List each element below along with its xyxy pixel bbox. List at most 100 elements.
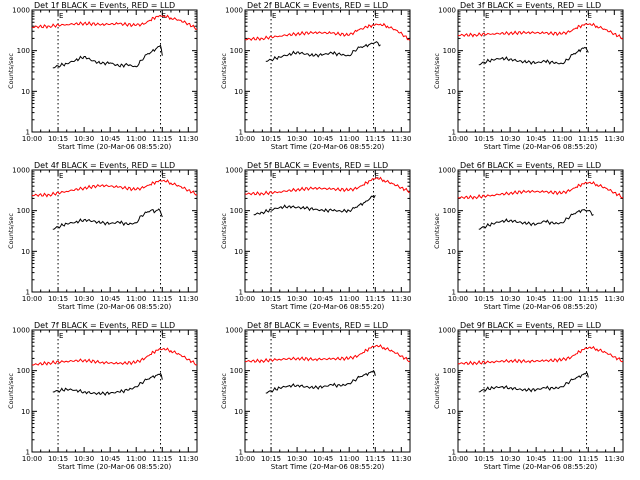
flag-letter: E bbox=[485, 332, 489, 340]
chart-panel-8: Det 8f BLACK = Events, RED = LLD 1 10 100 10… bbox=[220, 321, 411, 471]
x-tick-label: 10:45 bbox=[100, 295, 120, 303]
x-axis-label: Start Time (20-Mar-06 08:55:20) bbox=[271, 303, 385, 311]
x-tick-label: 10:45 bbox=[313, 135, 333, 143]
y-tick-label: 100 bbox=[17, 47, 30, 55]
x-tick-label: 11:00 bbox=[126, 135, 146, 143]
events-series-line bbox=[478, 46, 589, 66]
x-tick-label: 10:45 bbox=[526, 135, 546, 143]
y-axis-label: Counts/sec bbox=[7, 213, 15, 249]
flag-letter: E bbox=[588, 12, 592, 20]
x-tick-label: 10:45 bbox=[313, 455, 333, 463]
x-tick-label: 10:00 bbox=[22, 295, 42, 303]
y-tick-label: 100 bbox=[443, 207, 456, 215]
x-tick-label: 11:00 bbox=[339, 295, 359, 303]
events-series-line bbox=[52, 372, 163, 397]
y-tick-label: 100 bbox=[443, 367, 456, 375]
x-tick-label: 11:15 bbox=[365, 135, 385, 143]
lld-series-line bbox=[457, 180, 624, 200]
x-tick-label: 10:00 bbox=[448, 455, 468, 463]
x-tick-label: 11:00 bbox=[126, 455, 146, 463]
y-tick-label: 1 bbox=[452, 289, 456, 297]
x-tick-label: 10:30 bbox=[500, 455, 520, 463]
x-tick-label: 11:15 bbox=[578, 455, 598, 463]
y-tick-label: 10 bbox=[21, 88, 30, 96]
chart-panel-3: Det 3f BLACK = Events, RED = LLD 1 10 100 10… bbox=[433, 1, 624, 151]
x-tick-label: 11:00 bbox=[339, 455, 359, 463]
y-tick-label: 100 bbox=[230, 47, 243, 55]
lld-series-line bbox=[31, 14, 198, 30]
x-tick-label: 11:30 bbox=[604, 455, 624, 463]
x-tick-label: 10:15 bbox=[48, 295, 68, 303]
flag-letter: E bbox=[588, 332, 592, 340]
lld-series-line bbox=[457, 345, 624, 366]
x-tick-label: 10:45 bbox=[100, 455, 120, 463]
y-axis-label: Counts/sec bbox=[7, 373, 15, 409]
flag-letter: E bbox=[485, 172, 489, 180]
lld-series-line bbox=[457, 22, 624, 40]
events-series-line bbox=[265, 369, 376, 394]
x-tick-label: 10:30 bbox=[74, 455, 94, 463]
flag-letter: E bbox=[588, 172, 592, 180]
chart-title: Det 1f BLACK = Events, RED = LLD bbox=[34, 1, 175, 10]
y-tick-label: 1000 bbox=[225, 327, 243, 335]
x-tick-label: 11:30 bbox=[604, 295, 624, 303]
flag-letter: E bbox=[375, 12, 379, 20]
x-tick-label: 10:30 bbox=[500, 135, 520, 143]
chart-panel-7: Det 7f BLACK = Events, RED = LLD 1 10 100 10… bbox=[7, 321, 198, 471]
y-tick-label: 1000 bbox=[12, 327, 30, 335]
events-series-line bbox=[52, 44, 163, 69]
x-tick-label: 11:00 bbox=[126, 295, 146, 303]
x-tick-label: 10:45 bbox=[313, 295, 333, 303]
y-tick-label: 1 bbox=[239, 129, 243, 137]
plot-frame bbox=[31, 329, 198, 453]
x-tick-label: 11:00 bbox=[552, 455, 572, 463]
x-axis-label: Start Time (20-Mar-06 08:55:20) bbox=[484, 143, 598, 151]
chart-title: Det 8f BLACK = Events, RED = LLD bbox=[247, 321, 388, 330]
y-tick-label: 1000 bbox=[225, 7, 243, 15]
chart-panel-6: Det 6f BLACK = Events, RED = LLD 1 10 100 10… bbox=[433, 161, 624, 311]
y-tick-label: 100 bbox=[17, 367, 30, 375]
y-axis-label: Counts/sec bbox=[220, 213, 228, 249]
x-tick-label: 11:30 bbox=[391, 455, 411, 463]
x-axis-label: Start Time (20-Mar-06 08:55:20) bbox=[271, 143, 385, 151]
x-tick-label: 10:30 bbox=[74, 135, 94, 143]
y-tick-label: 10 bbox=[234, 88, 243, 96]
events-series-line bbox=[478, 209, 594, 230]
flag-letter: E bbox=[59, 172, 63, 180]
x-axis-label: Start Time (20-Mar-06 08:55:20) bbox=[58, 303, 172, 311]
plot-frame bbox=[457, 329, 624, 453]
plot-frame bbox=[457, 9, 624, 133]
y-tick-label: 1 bbox=[452, 449, 456, 457]
y-tick-label: 100 bbox=[230, 367, 243, 375]
x-tick-label: 11:00 bbox=[339, 135, 359, 143]
x-tick-label: 11:30 bbox=[178, 135, 198, 143]
lld-series-line bbox=[244, 22, 411, 42]
x-tick-label: 10:15 bbox=[474, 295, 494, 303]
x-axis-label: Start Time (20-Mar-06 08:55:20) bbox=[484, 463, 598, 471]
x-tick-label: 10:00 bbox=[235, 295, 255, 303]
plot-frame bbox=[244, 9, 411, 133]
chart-panel-2: Det 2f BLACK = Events, RED = LLD 1 10 100 10… bbox=[220, 1, 411, 151]
chart-title: Det 9f BLACK = Events, RED = LLD bbox=[460, 321, 601, 330]
x-tick-label: 10:15 bbox=[261, 295, 281, 303]
x-tick-label: 10:00 bbox=[22, 455, 42, 463]
x-tick-label: 11:30 bbox=[178, 295, 198, 303]
y-tick-label: 1000 bbox=[12, 7, 30, 15]
y-tick-label: 10 bbox=[21, 408, 30, 416]
y-tick-label: 1000 bbox=[12, 167, 30, 175]
plot-frame bbox=[31, 9, 198, 133]
flag-letter: E bbox=[272, 12, 276, 20]
chart-panel-4: Det 4f BLACK = Events, RED = LLD 1 10 100 10… bbox=[7, 161, 198, 311]
x-tick-label: 11:30 bbox=[178, 455, 198, 463]
y-axis-label: Counts/sec bbox=[433, 213, 441, 249]
x-tick-label: 11:15 bbox=[365, 455, 385, 463]
y-axis-label: Counts/sec bbox=[433, 373, 441, 409]
x-tick-label: 10:15 bbox=[261, 455, 281, 463]
events-series-line bbox=[52, 208, 163, 230]
y-tick-label: 1000 bbox=[438, 7, 456, 15]
y-tick-label: 10 bbox=[21, 248, 30, 256]
x-tick-label: 10:00 bbox=[235, 455, 255, 463]
plot-frame bbox=[244, 169, 411, 293]
x-tick-label: 10:15 bbox=[474, 135, 494, 143]
x-tick-label: 11:15 bbox=[152, 295, 172, 303]
